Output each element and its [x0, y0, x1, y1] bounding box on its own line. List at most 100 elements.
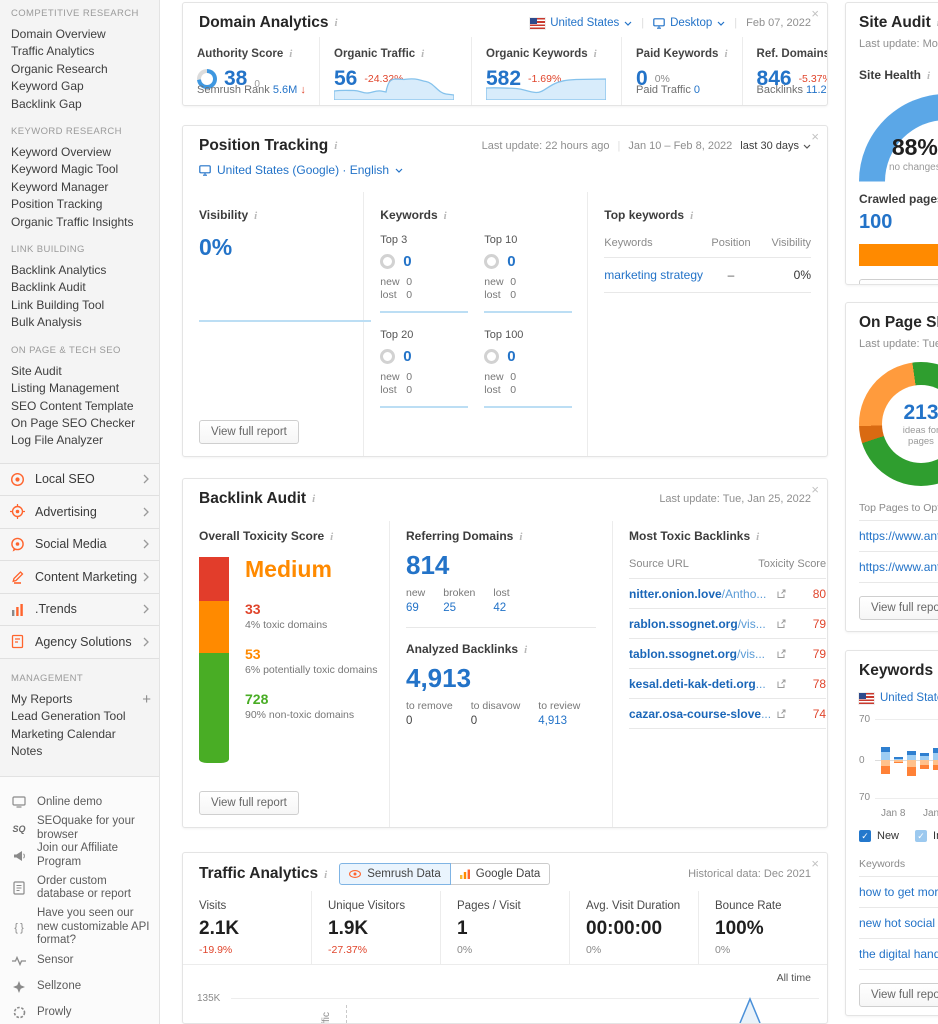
- info-icon[interactable]: i: [724, 48, 728, 60]
- view-full-report-button[interactable]: View full report: [199, 791, 299, 815]
- info-icon[interactable]: i: [289, 48, 293, 60]
- info-icon[interactable]: i: [324, 869, 328, 881]
- sidebar-item-log-file-analyzer[interactable]: Log File Analyzer: [11, 433, 104, 448]
- close-icon[interactable]: ×: [811, 482, 819, 497]
- info-icon[interactable]: i: [690, 210, 694, 222]
- sidebar-item-backlink-analytics[interactable]: Backlink Analytics: [11, 263, 107, 278]
- keyword-link[interactable]: the digital handsh: [859, 939, 938, 970]
- sidebar-item-bulk-analysis[interactable]: Bulk Analysis: [11, 315, 82, 330]
- sidebar-item-backlink-audit[interactable]: Backlink Audit: [11, 280, 86, 295]
- plus-icon[interactable]: +: [142, 690, 151, 708]
- sidebar-item-keyword-overview[interactable]: Keyword Overview: [11, 145, 112, 160]
- col-value[interactable]: 25: [443, 602, 457, 614]
- keyword-link[interactable]: how to get more: [859, 877, 938, 908]
- info-icon[interactable]: i: [524, 644, 528, 656]
- col-value[interactable]: 69: [406, 602, 419, 614]
- sidebar-accordion-agency-solutions[interactable]: Agency Solutions: [0, 626, 159, 659]
- sidebar-item-listing-management[interactable]: Listing Management: [11, 381, 120, 396]
- sidebar-item-keyword-magic-tool[interactable]: Keyword Magic Tool: [11, 162, 119, 177]
- sidebar-accordion-social-media[interactable]: Social Media: [0, 528, 159, 562]
- keyword-link[interactable]: new hot social ne: [859, 908, 938, 939]
- footer-link-sensor[interactable]: Sensor: [11, 948, 159, 974]
- backlink-url[interactable]: tablon.ssognet.org/vis...: [629, 646, 766, 661]
- close-icon[interactable]: ×: [811, 856, 819, 871]
- device-selector[interactable]: Desktop: [653, 17, 725, 29]
- info-icon[interactable]: i: [334, 17, 338, 29]
- close-icon[interactable]: ×: [811, 6, 819, 21]
- backlink-url[interactable]: nitter.onion.love/Antho...: [629, 586, 767, 601]
- info-icon[interactable]: i: [443, 210, 447, 222]
- sidebar-item-domain-overview[interactable]: Domain Overview: [11, 27, 106, 41]
- sidebar-item-position-tracking[interactable]: Position Tracking: [11, 197, 103, 212]
- info-icon[interactable]: i: [927, 70, 931, 82]
- footer-link-api-format[interactable]: { } Have you seen our new customizable A…: [11, 907, 159, 948]
- info-icon[interactable]: i: [519, 531, 523, 543]
- keyword-link[interactable]: marketing strategy: [604, 268, 703, 282]
- footer-link-online-demo[interactable]: Online demo: [11, 789, 159, 815]
- campaign-location-selector[interactable]: United States (Google) · English: [183, 155, 827, 177]
- backlink-url[interactable]: rablon.ssognet.org/vis...: [629, 616, 766, 631]
- info-icon[interactable]: i: [330, 531, 334, 543]
- sidebar-item-backlink-gap[interactable]: Backlink Gap: [11, 96, 82, 111]
- sidebar-item-keyword-manager[interactable]: Keyword Manager: [11, 179, 109, 194]
- sidebar-accordion-trends[interactable]: .Trends: [0, 593, 159, 627]
- backlink-url[interactable]: cazar.osa-course-slove...: [629, 706, 772, 721]
- chart-range-label[interactable]: All time: [776, 972, 811, 984]
- view-full-report-button[interactable]: View full report: [199, 420, 299, 444]
- view-full-report-button[interactable]: View full report: [859, 596, 938, 620]
- footer-link-prowly[interactable]: Prowly: [11, 1000, 159, 1024]
- extra-value[interactable]: 0: [693, 84, 701, 96]
- tab-google-data[interactable]: Google Data: [450, 863, 551, 885]
- sidebar-accordion-advertising[interactable]: Advertising: [0, 496, 159, 529]
- external-link-icon[interactable]: [777, 709, 786, 718]
- sidebar-item-organic-research[interactable]: Organic Research: [11, 61, 108, 76]
- col-value[interactable]: 42: [493, 602, 507, 614]
- sidebar-item-lead-generation-tool[interactable]: Lead Generation Tool: [11, 708, 159, 725]
- sidebar-item-site-audit[interactable]: Site Audit: [11, 363, 62, 378]
- country-selector[interactable]: United States: [859, 692, 938, 704]
- info-icon[interactable]: i: [334, 140, 338, 152]
- sidebar-item-marketing-calendar[interactable]: Marketing Calendar: [11, 726, 159, 743]
- extra-value[interactable]: 5.6M: [272, 84, 298, 96]
- legend-improved-checkbox[interactable]: ✓ Improved: [915, 830, 938, 842]
- info-icon[interactable]: i: [254, 210, 258, 222]
- info-icon[interactable]: i: [312, 493, 316, 505]
- sidebar-accordion-content-marketing[interactable]: Content Marketing: [0, 561, 159, 594]
- extra-value[interactable]: 11.2K: [806, 84, 827, 96]
- info-icon[interactable]: i: [421, 48, 425, 60]
- page-link[interactable]: https://www.anth: [859, 552, 938, 583]
- country-selector[interactable]: United States: [530, 17, 632, 29]
- info-icon[interactable]: i: [756, 531, 760, 543]
- close-icon[interactable]: ×: [811, 129, 819, 144]
- footer-link-affiliate-program[interactable]: Join our Affiliate Program: [11, 842, 159, 869]
- legend-new-checkbox[interactable]: ✓ New: [859, 830, 899, 842]
- footer-link-custom-database[interactable]: Order custom database or report: [11, 869, 159, 907]
- col-value[interactable]: 4,913: [538, 715, 568, 727]
- view-full-report-button[interactable]: View full report: [859, 983, 938, 1007]
- sidebar-item-seo-content-template[interactable]: SEO Content Template: [11, 398, 134, 413]
- sidebar-item-keyword-gap[interactable]: Keyword Gap: [11, 79, 84, 94]
- sidebar-item-traffic-analytics[interactable]: Traffic Analytics: [11, 44, 95, 59]
- external-link-icon[interactable]: [777, 679, 786, 688]
- page-link[interactable]: https://www.anth: [859, 521, 938, 552]
- external-link-icon[interactable]: [777, 649, 786, 658]
- external-link-icon[interactable]: [777, 619, 786, 628]
- range-selector[interactable]: last 30 days: [740, 140, 811, 152]
- info-icon[interactable]: i: [593, 48, 597, 60]
- sellzone-icon: [11, 980, 27, 993]
- info-icon[interactable]: i: [937, 17, 938, 29]
- view-full-report-button[interactable]: View full report: [859, 279, 938, 284]
- col-label: broken: [443, 587, 476, 599]
- footer-link-seoquake[interactable]: SQ SEOquake for your browser: [11, 815, 159, 842]
- tab-semrush-data[interactable]: Semrush Data: [339, 863, 451, 885]
- footer-link-sellzone[interactable]: Sellzone: [11, 974, 159, 1000]
- backlink-url[interactable]: kesal.deti-kak-deti.org...: [629, 676, 766, 691]
- sidebar-item-notes[interactable]: Notes: [11, 743, 159, 760]
- sidebar-item-organic-traffic-insights[interactable]: Organic Traffic Insights: [11, 214, 134, 229]
- new-value: 0: [510, 276, 517, 288]
- sidebar-item-link-building-tool[interactable]: Link Building Tool: [11, 297, 105, 312]
- sidebar-item-on-page-seo-checker[interactable]: On Page SEO Checker: [11, 415, 136, 430]
- external-link-icon[interactable]: [777, 589, 786, 598]
- sidebar-accordion-local-seo[interactable]: Local SEO: [0, 463, 159, 497]
- sidebar-item-my-reports[interactable]: My Reports +: [11, 691, 159, 708]
